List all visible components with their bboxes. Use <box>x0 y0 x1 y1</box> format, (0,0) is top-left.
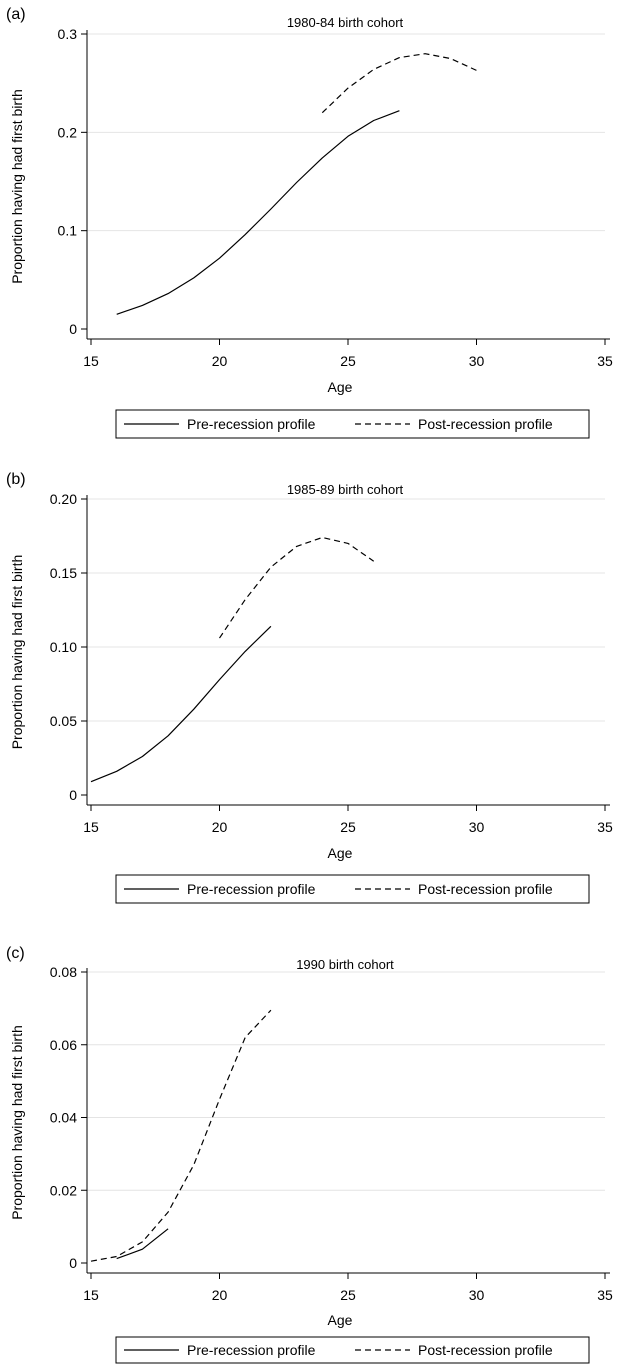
x-axis-label: Age <box>328 379 353 395</box>
legend-box <box>115 874 590 904</box>
y-tick-label: 0.08 <box>50 964 77 980</box>
chart-title: 1980-84 birth cohort <box>287 15 404 30</box>
x-axis-label: Age <box>328 845 353 861</box>
x-tick-label: 20 <box>212 819 228 835</box>
x-tick-label: 35 <box>597 1287 613 1303</box>
post-recession-line <box>90 1009 272 1262</box>
y-tick-label: 0 <box>69 1255 77 1271</box>
pre-recession-line <box>90 625 272 783</box>
x-tick-label: 20 <box>212 353 228 369</box>
y-tick-label: 0.2 <box>58 124 78 140</box>
legend-label: Pre-recession profile <box>187 416 316 432</box>
pre-recession-line <box>116 110 400 315</box>
x-tick-label: 35 <box>597 819 613 835</box>
legend-label: Post-recession profile <box>418 416 553 432</box>
x-tick-label: 35 <box>597 353 613 369</box>
x-tick-label: 25 <box>340 819 356 835</box>
x-tick-label: 15 <box>83 353 99 369</box>
y-tick-label: 0.02 <box>50 1182 77 1198</box>
y-axis-label: Proportion having had first birth <box>9 1025 25 1220</box>
y-axis-label: Proportion having had first birth <box>9 555 25 750</box>
panel-label: (a) <box>6 6 26 23</box>
chart-panel-a: 0 0.1 0.2 0.3 15 20 25 30 35 (a) 1980-84 birth coh… <box>6 6 613 439</box>
y-tick-label: 0.1 <box>58 223 78 239</box>
y-tick-label: 0.15 <box>50 565 77 581</box>
x-tick-label: 25 <box>340 353 356 369</box>
y-tick-label: 0.06 <box>50 1037 77 1053</box>
chart-panel-c: 0 0.02 0.04 0.06 0.08 15 20 25 30 35 (c) 1990 birth… <box>6 945 613 1364</box>
legend-box <box>115 409 590 439</box>
y-tick-label: 0.3 <box>58 26 78 42</box>
panel-label: (b) <box>6 471 26 488</box>
legend-label: Post-recession profile <box>418 1342 553 1358</box>
legend: Pre-recession profile Post-recession prof… <box>115 874 590 904</box>
x-tick-label: 30 <box>469 819 485 835</box>
panel-label: (c) <box>6 945 25 962</box>
legend-label: Pre-recession profile <box>187 881 316 897</box>
y-tick-label: 0.10 <box>50 639 77 655</box>
x-tick-label: 15 <box>83 819 99 835</box>
y-tick-label: 0.05 <box>50 713 77 729</box>
y-tick-label: 0 <box>69 321 77 337</box>
x-tick-label: 30 <box>469 1287 485 1303</box>
post-recession-line <box>219 536 375 639</box>
x-tick-label: 15 <box>83 1287 99 1303</box>
legend-label: Post-recession profile <box>418 881 553 897</box>
legend: Pre-recession profile Post-recession prof… <box>115 1336 590 1364</box>
post-recession-line <box>321 53 477 114</box>
legend: Pre-recession profile Post-recession prof… <box>115 409 590 439</box>
chart-title: 1990 birth cohort <box>296 957 394 972</box>
y-tick-label: 0.04 <box>50 1110 77 1126</box>
pre-recession-line <box>116 1228 169 1260</box>
chart-title: 1985-89 birth cohort <box>287 482 404 497</box>
x-tick-label: 20 <box>212 1287 228 1303</box>
chart-panel-b: 0 0.05 0.10 0.15 0.20 15 20 25 30 35 (b) 1985-89 bi… <box>6 471 613 904</box>
legend-label: Pre-recession profile <box>187 1342 316 1358</box>
y-tick-label: 0.20 <box>50 491 77 507</box>
x-tick-label: 30 <box>469 353 485 369</box>
legend-box <box>115 1336 590 1364</box>
x-axis-label: Age <box>328 1312 353 1328</box>
x-tick-label: 25 <box>340 1287 356 1303</box>
y-tick-label: 0 <box>69 787 77 803</box>
y-axis-label: Proportion having had first birth <box>9 89 25 284</box>
